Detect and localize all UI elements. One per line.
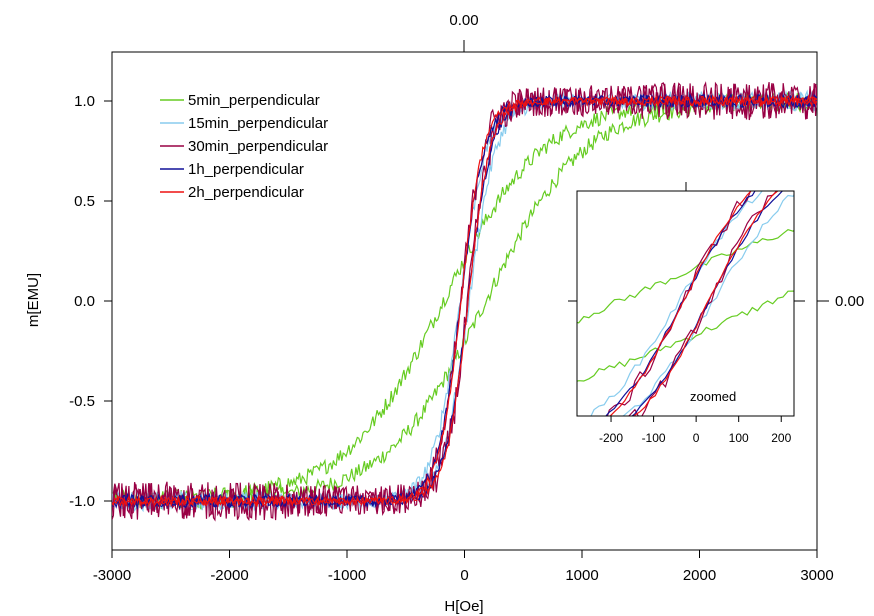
y-tick-label: -1.0 (69, 493, 95, 510)
y-tick-label: 0.0 (74, 293, 95, 310)
x-tick-label: -3000 (93, 567, 131, 584)
y-tick-label: 1.0 (74, 93, 95, 110)
main-series-group (112, 81, 817, 522)
top-axis-label: 0.00 (449, 12, 478, 29)
x-tick-label: 3000 (800, 567, 833, 584)
inset-annotation: zoomed (690, 389, 736, 404)
x-axis-title: H[Oe] (444, 598, 483, 615)
right-axis-label: 0.00 (835, 293, 864, 310)
y-tick-label: -0.5 (69, 393, 95, 410)
legend-label-30min_perpendicular: 30min_perpendicular (188, 138, 328, 155)
y-axis-title: m[EMU] (25, 273, 42, 327)
legend-label-1h_perpendicular: 1h_perpendicular (188, 161, 304, 178)
series-line-30min_perpendicular-down (112, 82, 817, 521)
series-line-2h_perpendicular-down (112, 93, 817, 508)
inset-series-line-30min_perpendicular-down (606, 191, 752, 416)
legend-label-2h_perpendicular: 2h_perpendicular (188, 184, 304, 201)
inset-x-tick-label: 200 (771, 431, 791, 445)
inset-series-line-5min_perpendicular-up (577, 290, 794, 382)
inset-series-group (577, 191, 794, 416)
x-tick-label: 0 (460, 567, 468, 584)
x-tick-label: -2000 (210, 567, 248, 584)
inset-series-line-30min_perpendicular-up (627, 191, 778, 416)
inset-background (577, 191, 794, 416)
x-tick-label: 2000 (683, 567, 716, 584)
inset-frame (576, 190, 795, 417)
series-line-1h_perpendicular-up (112, 93, 817, 510)
inset-x-tick-label: 0 (693, 431, 700, 445)
main-axes-group: -3000 -2000 -1000 0 1000 2000 3000-1.0-0.50.00… (69, 93, 834, 584)
legend-label-15min_perpendicular: 15min_perpendicular (188, 115, 328, 132)
inset-x-tick-label: -100 (642, 431, 666, 445)
y-tick-label: 0.5 (74, 193, 95, 210)
inset-series-line-2h_perpendicular-down (609, 191, 752, 416)
legend-label-5min_perpendicular: 5min_perpendicular (188, 92, 320, 109)
x-tick-label: -1000 (328, 567, 366, 584)
x-tick-label: 1000 (565, 567, 598, 584)
inset-x-tick-label: 100 (729, 431, 749, 445)
inset-series-line-15min_perpendicular-down (590, 191, 763, 416)
inset-axes-group: -200 -100 0 100 200 (599, 416, 792, 445)
inset-series-line-5min_perpendicular-down (577, 229, 794, 324)
inset-series-line-2h_perpendicular-up (633, 191, 779, 416)
legend: 5min_perpendicular 15min_perpendicular 30m… (160, 92, 328, 201)
inset-x-tick-label: -200 (599, 431, 623, 445)
